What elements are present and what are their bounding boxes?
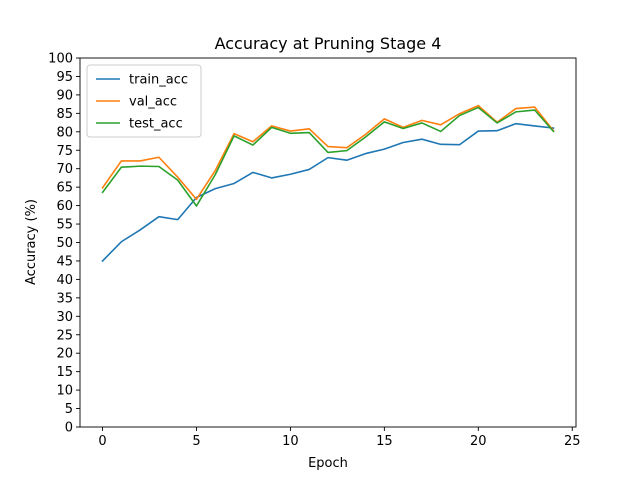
y-tick-label: 25: [56, 328, 73, 343]
y-tick-label: 15: [56, 365, 73, 380]
plot-area: [101, 104, 555, 263]
y-tick-label: 0: [65, 421, 73, 436]
legend-box: [86, 64, 202, 138]
y-axis-label: Accuracy (%): [24, 199, 39, 285]
y-tick-label: 35: [56, 291, 73, 306]
x-tick-label: 25: [564, 434, 581, 449]
legend-label-val_acc: val_acc: [129, 95, 177, 110]
y-tick-label: 60: [56, 199, 73, 214]
y-tick-label: 40: [56, 273, 73, 288]
chart-title: Accuracy at Pruning Stage 4: [215, 34, 442, 53]
x-tick-label: 15: [376, 434, 393, 449]
axes: 0 5 10 15 20 25 0 5 10 15 20 25 30 35 40 45 50 55 60 65 70 75…: [48, 52, 580, 450]
x-tick-label: 0: [98, 434, 106, 449]
y-tick-label: 5: [65, 402, 73, 417]
series-line-val_acc: [101, 104, 555, 201]
y-tick-label: 70: [56, 162, 73, 177]
y-tick-label: 75: [56, 144, 73, 159]
legend: train_acc val_acc test_acc: [86, 64, 202, 138]
y-tick-label: 55: [56, 218, 73, 233]
x-axis-label: Epoch: [308, 456, 348, 471]
x-tick-label: 5: [192, 434, 200, 449]
y-tick-label: 80: [56, 125, 73, 140]
y-tick-label: 10: [56, 384, 73, 399]
y-tick-label: 65: [56, 181, 73, 196]
legend-label-train_acc: train_acc: [129, 73, 188, 88]
y-tick-label: 90: [56, 88, 73, 103]
series-line-train_acc: [101, 122, 555, 263]
y-tick-label: 50: [56, 236, 73, 251]
y-tick-label: 95: [56, 70, 73, 85]
series-line-test_acc: [101, 106, 555, 207]
x-tick-label: 10: [282, 434, 299, 449]
y-tick-label: 85: [56, 107, 73, 122]
y-tick-label: 100: [48, 52, 73, 67]
y-tick-label: 20: [56, 347, 73, 362]
legend-label-test_acc: test_acc: [129, 117, 183, 132]
y-tick-label: 45: [56, 254, 73, 269]
y-tick-label: 30: [56, 310, 73, 325]
x-tick-label: 20: [470, 434, 487, 449]
